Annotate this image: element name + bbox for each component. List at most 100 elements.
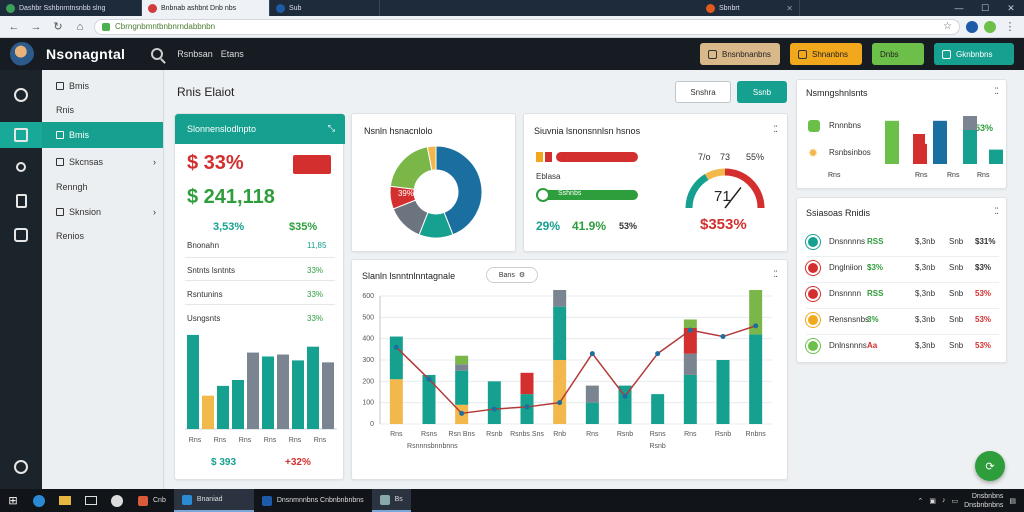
taskbar-app[interactable]: Bs xyxy=(371,489,411,512)
summary-row-label: Rsntunins xyxy=(187,290,223,299)
browser-edge-icon[interactable] xyxy=(26,489,52,512)
start-windows-icon[interactable]: ⊞ xyxy=(8,495,18,507)
sidebar-item-3-active[interactable]: Bmis xyxy=(42,122,163,148)
sun-icon: ✹ xyxy=(808,146,819,160)
maximize-button[interactable]: ☐ xyxy=(980,2,990,13)
chart-filter-pill[interactable]: Bans ⚙ xyxy=(486,267,538,283)
sidebar-item-4[interactable]: Skcnsas › xyxy=(42,149,164,175)
list-row[interactable]: Dnlnsnnns Aa $,3nb Snb 53% xyxy=(797,336,1008,358)
back-arrow-icon[interactable]: ← xyxy=(8,20,20,33)
expand-icon[interactable]: ⤡ xyxy=(327,123,335,133)
brand-name: Nsonagntal xyxy=(46,46,126,62)
reload-icon[interactable]: ↻ xyxy=(53,21,63,33)
url-field[interactable]: Cbrngnbmntbnbnrndabbnbn ☆ xyxy=(94,18,960,35)
battery-icon[interactable]: ▭ xyxy=(951,497,959,505)
browser-tab-active[interactable]: Bnbnab ashbnt Dnb nbs xyxy=(142,0,270,16)
mini-bar xyxy=(232,380,244,429)
sidebar-item-5[interactable]: Renngh xyxy=(42,174,164,200)
sidebar-item-2[interactable]: Rnis xyxy=(42,97,164,123)
card-menu-icon[interactable]: ⁚⁚ xyxy=(773,269,778,279)
right-card-bar xyxy=(885,120,899,164)
minimize-button[interactable]: — xyxy=(954,3,964,13)
network-icon[interactable]: ▣ xyxy=(929,497,936,505)
tab-label: Sub xyxy=(289,4,302,12)
gauge-bar-tag: Sshnbs xyxy=(558,190,582,197)
home-icon[interactable]: ⌂ xyxy=(76,20,84,33)
gauge-tick: 73 xyxy=(720,152,731,162)
x-tick-label: Rsns xyxy=(421,431,437,438)
key-icon xyxy=(16,162,26,172)
tab-close-icon[interactable]: ✕ xyxy=(786,3,793,13)
bar-segment xyxy=(520,372,534,395)
taskbar-app[interactable]: Dnsnmnnbns Cnbnbnbnbns xyxy=(254,489,372,512)
grid-icon xyxy=(14,128,28,142)
header-link[interactable]: Rsnbsan xyxy=(177,49,213,59)
mini-bar xyxy=(322,362,334,429)
list-row-value-1: $,3nb xyxy=(915,263,936,272)
list-row[interactable]: Dnglniion $3% $,3nb Snb $3% xyxy=(797,258,1008,280)
sidebar-item-1[interactable]: Bmis xyxy=(42,73,164,99)
secondary-button[interactable]: Snshra xyxy=(675,81,731,103)
rail-dashboard-icon[interactable] xyxy=(0,82,42,108)
primary-button[interactable]: Ssnb xyxy=(737,81,787,103)
card-menu-icon[interactable]: ⁚⁚ xyxy=(994,206,999,216)
sidebar-item-7[interactable]: Renios xyxy=(42,223,164,249)
taskbar-app-active[interactable]: Bnaniad xyxy=(173,489,254,512)
sidebar-item-6[interactable]: Sknsion › xyxy=(42,199,164,225)
chevron-up-icon[interactable]: ⌃ xyxy=(917,497,924,505)
main-chart-title: Slanln lsnntnlnntagnale xyxy=(362,271,456,281)
legend-label: Rnnnbns xyxy=(829,121,862,130)
x-label: Rns xyxy=(915,172,928,179)
bookmark-star-icon[interactable]: ☆ xyxy=(943,21,952,32)
list-row-value-1: $,3nb xyxy=(915,315,936,324)
file-explorer-icon[interactable] xyxy=(52,489,78,512)
summary-stat-a: 3,53% xyxy=(213,221,245,233)
floating-action-button[interactable]: ⟳ xyxy=(975,451,1005,481)
card-menu-icon[interactable]: ⁚⁚ xyxy=(994,86,999,96)
gauge-arc xyxy=(685,174,709,209)
chrome-icon[interactable] xyxy=(104,489,130,512)
card-menu-icon[interactable]: ⁚⁚ xyxy=(773,124,778,134)
tray-time: Dnsbnbns xyxy=(971,492,1004,500)
list-row-label: Dnlnsnnns xyxy=(829,341,867,350)
menu-kebab-icon[interactable]: ⋮ xyxy=(1004,21,1016,33)
taskbar-app[interactable]: Cnb xyxy=(130,489,174,512)
bar-segment xyxy=(749,290,763,335)
tray-clock[interactable]: Dnsbnbns Dnsbnbnbns xyxy=(964,492,1003,510)
chevron-right-icon: › xyxy=(153,207,156,217)
forward-arrow-icon[interactable]: → xyxy=(30,20,42,33)
extension-icon[interactable] xyxy=(966,20,978,33)
browser-tab[interactable]: Sbnbrt ✕ xyxy=(700,0,800,16)
close-window-button[interactable]: ✕ xyxy=(1007,2,1015,13)
header-button-2[interactable]: Shnanbns xyxy=(790,43,862,65)
header-button-1[interactable]: Bnsnbnanbns xyxy=(700,43,780,65)
browser-tab[interactable]: Sub xyxy=(270,0,380,16)
browser-tab[interactable]: Dashbr Sshbnrntnsnbb slng xyxy=(0,0,142,16)
right-card-bar-chart xyxy=(885,116,1003,164)
rail-reports-icon[interactable] xyxy=(0,122,42,148)
summary-row-value: 33% xyxy=(307,290,324,299)
extension-icon[interactable] xyxy=(984,20,996,33)
gauge-bar-label: Eblasa xyxy=(536,172,561,181)
right-list-card: Ssiasoas Rnidis ⁚⁚ Dnsnnnns RSS $,3nb Sn… xyxy=(796,197,1007,363)
brand-logo[interactable] xyxy=(10,42,34,66)
bar-segment xyxy=(455,355,469,365)
window-controls: — ☐ ✕ xyxy=(946,0,1024,16)
search-icon[interactable] xyxy=(151,48,164,60)
bar-segment xyxy=(683,374,697,424)
header-button-4[interactable]: Gknbnbns xyxy=(934,43,1014,65)
task-view-icon[interactable] xyxy=(78,489,104,512)
list-row[interactable]: Dnsnnnn RSS $,3nb Snb 53% xyxy=(797,284,1008,306)
list-row[interactable]: Dnsnnnns RSS $,3nb Snb $31% xyxy=(797,232,1008,254)
volume-icon[interactable]: ♪ xyxy=(941,497,946,504)
header-button-3[interactable]: Dnbs xyxy=(872,43,924,65)
app-header: Nsonagntal Rsnbsan Etans Bnsnbnanbns Shn… xyxy=(0,38,1024,70)
rail-key-icon[interactable] xyxy=(0,154,42,180)
notification-icon[interactable]: ▤ xyxy=(1009,497,1016,505)
rail-settings-icon[interactable] xyxy=(0,454,42,480)
header-link[interactable]: Etans xyxy=(220,49,244,59)
rail-document-icon[interactable] xyxy=(0,188,42,214)
rail-export-icon[interactable] xyxy=(0,222,42,248)
list-row[interactable]: Rensnsnbs 3% $,3nb Snb 53% xyxy=(797,310,1008,332)
summary-card-header: Slonnenslodlnpto ⤡ xyxy=(175,114,345,144)
